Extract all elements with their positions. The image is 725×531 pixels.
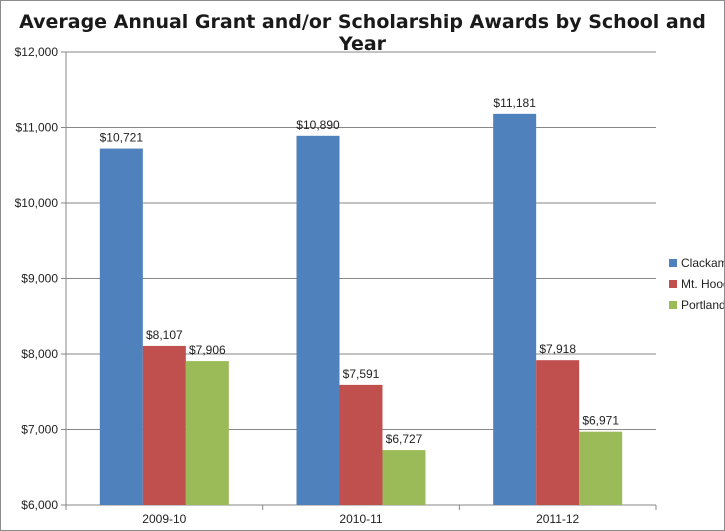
legend-entry: Clackamas [681, 256, 724, 270]
bar [382, 450, 426, 505]
y-tick-label: $7,000 [21, 423, 58, 437]
data-label: $6,971 [582, 414, 619, 428]
x-tick-label: 2009-10 [142, 512, 186, 526]
data-label: $8,107 [146, 328, 183, 342]
legend-swatch [669, 259, 677, 267]
bar [579, 431, 623, 505]
data-labels: $10,721 $8,107 $7,906 $10,890 $7,591 $6,727 $1… [100, 96, 620, 446]
y-tick-label: $9,000 [21, 272, 58, 286]
data-label: $10,890 [296, 118, 340, 132]
x-tick-label: 2010-11 [339, 512, 382, 526]
bar [339, 384, 383, 505]
bar [493, 113, 537, 505]
y-tick-label: $11,000 [16, 121, 59, 135]
data-label: $7,906 [189, 343, 226, 357]
legend: Clackamas Mt. Hood Portland [669, 256, 724, 312]
legend-swatch [669, 301, 677, 309]
data-label: $6,727 [386, 432, 423, 446]
bar [536, 360, 580, 505]
y-tick-label: $6,000 [21, 498, 58, 512]
legend-entry: Portland [681, 298, 724, 312]
y-tick-label: $8,000 [21, 347, 58, 361]
data-label: $7,591 [343, 367, 380, 381]
bars [99, 113, 623, 505]
legend-swatch [669, 280, 677, 288]
y-tick-label: $12,000 [15, 45, 59, 59]
bar [296, 135, 340, 505]
y-tick-label: $10,000 [15, 196, 59, 210]
chart-title: Average Annual Grant and/or Scholarship … [19, 11, 706, 55]
x-tick-label: 2011-12 [536, 512, 579, 526]
bar [142, 345, 186, 505]
data-label: $10,721 [100, 131, 144, 145]
legend-entry: Mt. Hood [681, 277, 724, 291]
bar [185, 361, 229, 505]
data-label: $11,181 [493, 96, 536, 110]
data-label: $7,918 [539, 342, 576, 356]
bar [99, 148, 143, 505]
